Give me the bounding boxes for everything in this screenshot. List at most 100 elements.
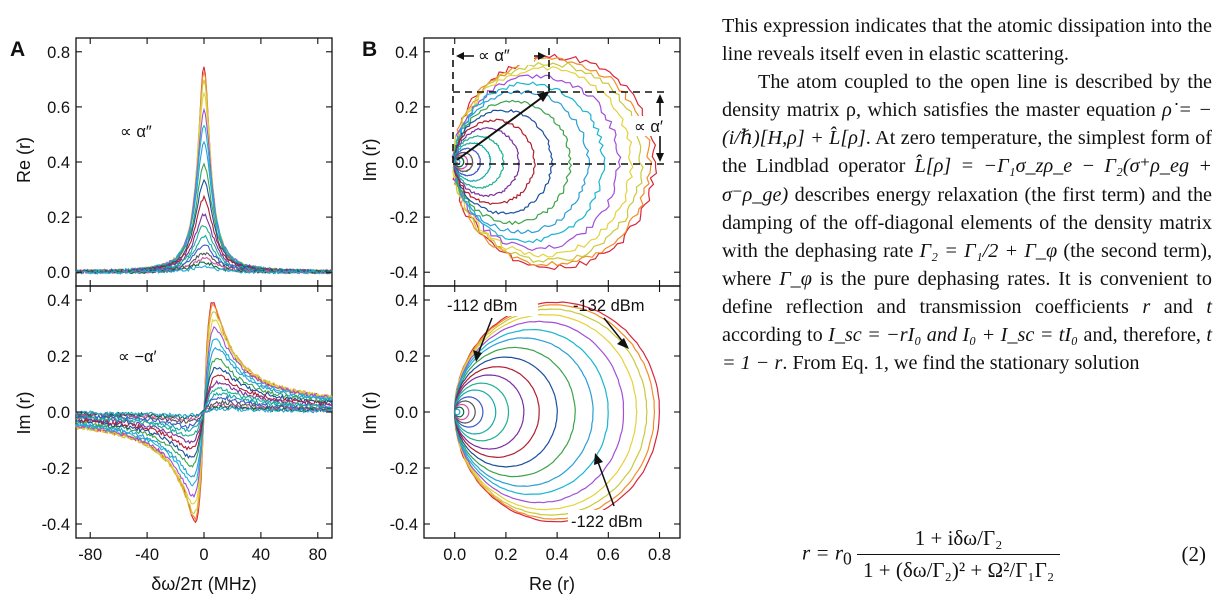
panel-b-circle-3-13	[454, 396, 484, 428]
body-text: This expression indicates that the atomi…	[722, 12, 1212, 377]
panel-a-bottom-xtick-label: -40	[135, 546, 159, 564]
panel-b-bottom-curves	[453, 301, 661, 523]
symbol-t: t	[1206, 295, 1213, 318]
panel-b-top-ticks: -0.4 -0.2 0.0 0.2 0.4	[390, 38, 680, 286]
panel-a-bottom-series-17	[75, 406, 333, 419]
p2-part-b: . At zero temperature, the simplest form…	[722, 127, 1212, 178]
paragraph-2: The atom coupled to the open line is des…	[722, 68, 1212, 377]
panel-a-bottom-xtick-label: 0	[199, 546, 208, 564]
panel-b-bottom-annotation-122: -122 dBm	[571, 513, 643, 531]
arrow-vertical-bottom-head	[656, 153, 664, 162]
panel-a-bottom-ytick-label: -0.2	[42, 460, 70, 478]
panel-b-circle-3-9	[454, 366, 540, 459]
panel-b-bottom-ytick-label: -0.4	[390, 516, 418, 534]
panel-a-label: A	[10, 38, 25, 61]
equation-2-body: r = r0 1 + iδω/Γ₂ 1 + (δω/Γ₂)² + Ω²/Γ₁Γ₂	[802, 526, 1061, 583]
panel-a-top-series-0	[75, 66, 333, 275]
panel-a-top-annotation: ∝ α″	[120, 123, 152, 141]
arrow-diagonal	[456, 95, 545, 161]
symbol-r: r	[1142, 295, 1151, 318]
annot-bg-vertical	[630, 116, 678, 136]
panel-b-xlabel: Re (r)	[529, 574, 575, 594]
p2-part-i: . From Eq. 1, we find the stationary sol…	[782, 352, 1140, 375]
panel-b-top-ytick-label: -0.4	[390, 264, 418, 282]
panel-a-bottom-plot: -0.4 -0.2 0.0 0.2 0.4 -80 -40 0 40 80 Im (r) ∝ −α…	[14, 285, 333, 594]
panel-a-top-series-16	[75, 261, 333, 275]
panel-a-bottom-xtick-label: 80	[309, 546, 327, 564]
panel-b-circle-3-14	[454, 400, 476, 424]
panel-b-bottom-annotation-112: -112 dBm	[447, 297, 517, 315]
panel-b-top-annotation-horizontal: ∝ α″	[478, 47, 510, 65]
panel-a-top-series-9	[75, 194, 333, 274]
panel-b-bottom-arrows	[473, 317, 629, 507]
equation-2-numerator: 1 + iδω/Γ₂	[857, 526, 1061, 555]
panel-b-bottom-annotation-132: -132 dBm	[573, 297, 645, 315]
arrow-vertical-top-head	[656, 94, 664, 103]
arrow-diagonal-head	[537, 91, 550, 102]
arrow-132-head	[617, 338, 629, 349]
panel-b-circle-3-16	[454, 406, 465, 418]
panel-b-bottom-xtick-label: 0.4	[546, 546, 569, 564]
panel-a-top-ticks: 0.0 0.2 0.4 0.6 0.8	[47, 38, 332, 286]
p2-part-a: The atom coupled to the open line is des…	[722, 71, 1212, 122]
panel-b-bottom-ytick-label: 0.0	[395, 404, 418, 422]
annot-bg-horizontal	[474, 45, 534, 65]
panel-b-bottom-xtick-label: 0.6	[597, 546, 620, 564]
arrow-132	[603, 317, 624, 343]
panel-b-circle-2-10	[453, 126, 520, 198]
panel-a-top-frame	[75, 37, 333, 287]
panel-a-top-ylabel: Re (r)	[14, 137, 34, 183]
arrow-122-head	[594, 453, 603, 465]
panel-b-circle-2-7	[452, 99, 573, 226]
panel-a-top-series-5	[75, 124, 333, 274]
panel-a-top-series-10	[75, 213, 333, 275]
equation-master: ρ̇ = −(i/ℏ)[H,ρ] + L̂[ρ]	[722, 99, 1213, 150]
panel-b-circle-3-0	[453, 301, 661, 523]
p2-part-c: describes energy relaxation (the first t…	[722, 183, 1212, 262]
panel-b-circle-2-4	[451, 74, 622, 252]
panel-b-bottom-ytick-label: 0.4	[395, 292, 418, 310]
panel-a-top-ytick-label: 0.4	[47, 154, 70, 172]
panel-a-top-series-12	[75, 234, 333, 275]
paragraph-1: This expression indicates that the atomi…	[722, 15, 1212, 66]
panel-b-top-construction	[452, 48, 668, 165]
p2-part-f: and	[1150, 295, 1207, 318]
panel-a-bottom-xtick-label: 40	[252, 546, 270, 564]
panel-b-top-ytick-label: 0.4	[395, 44, 418, 62]
panel-b-top-annotation-vertical: ∝ α′	[634, 118, 663, 136]
arrow-horizontal-right-head	[538, 52, 546, 60]
panel-a-top-series-4	[75, 107, 333, 275]
figure: A B 0.0 0.2 0.4 0.6 0.8 Re (r) ∝ α″ -0.4 -0.2…	[10, 37, 681, 594]
panel-b-bottom-xtick-label: 0.8	[648, 546, 671, 564]
panel-b-circle-3-2	[454, 308, 648, 516]
panel-b-circle-2-15	[453, 154, 469, 170]
panel-b-top-plot: -0.4 -0.2 0.0 0.2 0.4 Im (r) ∝ α″ ∝ α′	[360, 37, 681, 287]
panel-b-circle-2-16	[453, 156, 465, 168]
panel-b-top-ytick-label: 0.2	[395, 99, 418, 117]
panel-b-circle-3-11	[454, 382, 510, 442]
panel-a-bottom-annotation: ∝ −α′	[118, 348, 157, 366]
panel-b-circle-3-7	[453, 346, 576, 478]
panel-b-circle-2-11	[453, 135, 505, 189]
panel-b-top-curves	[451, 53, 658, 271]
panel-a-top-ytick-label: 0.2	[47, 209, 70, 227]
panel-b-circle-2-8	[453, 108, 554, 215]
panel-a-top-ytick-label: 0.6	[47, 99, 70, 117]
arrow-112	[477, 317, 493, 355]
panel-a-top-series-1	[75, 71, 333, 274]
panel-b-circle-3-8	[453, 356, 558, 468]
panel-b-circle-2-1	[452, 57, 653, 267]
equation-2-lhs: r = r	[802, 540, 844, 565]
panel-b-top-ytick-label: -0.2	[390, 209, 418, 227]
equation-2-fraction: 1 + iδω/Γ₂ 1 + (δω/Γ₂)² + Ω²/Γ₁Γ₂	[857, 526, 1061, 583]
panel-a-top-series-17	[75, 265, 333, 275]
panel-b-bottom-xtick-label: 0.0	[443, 546, 466, 564]
panel-a-top-ytick-label: 0.0	[47, 264, 70, 282]
panel-b-circle-3-15	[454, 403, 470, 421]
panel-b-bottom-plot: -0.4-0.20.00.20.40.0 0.2 0.4 0.6 0.8 Im (r) …	[360, 285, 681, 594]
arrow-horizontal-left-head	[456, 52, 464, 60]
equation-2-denominator: 1 + (δω/Γ₂)² + Ω²/Γ₁Γ₂	[863, 558, 1055, 582]
panel-b-bottom-frame	[423, 285, 681, 539]
equation-currents: I_sc = −rI₀ and I₀ + I_sc = tI₀	[828, 324, 1079, 347]
arrow-112-head	[473, 350, 482, 362]
